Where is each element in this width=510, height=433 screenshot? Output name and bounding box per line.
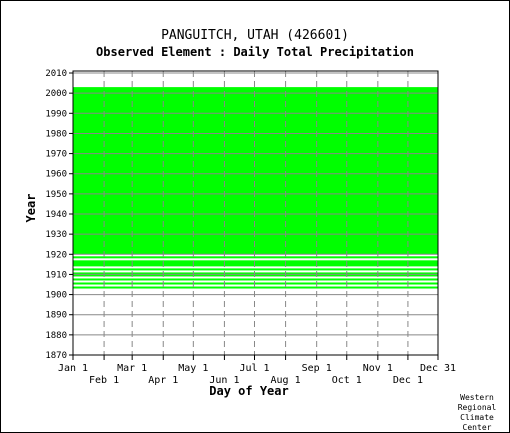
x-tick-label: Sep 1 [302,363,332,374]
data-band [73,278,438,281]
y-tick-label: 1870 [45,351,67,361]
y-tick-label: 1980 [45,129,67,139]
credit-line: Center [463,423,492,432]
y-tick-label: 1960 [45,170,67,180]
x-tick-label: Apr 1 [148,375,178,386]
y-tick-label: 1880 [45,331,67,341]
data-band [73,286,438,289]
x-tick-label: Dec 1 [393,375,423,386]
credit-line: Climate [460,413,494,422]
x-tick-label: Oct 1 [332,375,362,386]
x-tick-label: Jul 1 [239,363,269,374]
credit-line: Regional [458,403,497,412]
y-tick-label: 2010 [45,69,67,79]
y-tick-label: 1890 [45,311,67,321]
y-tick-label: 1990 [45,109,67,119]
data-band [73,87,438,255]
y-tick-label: 1900 [45,291,67,301]
y-tick-label: 2000 [45,89,67,99]
y-tick-label: 1940 [45,210,67,220]
plot-border [72,70,439,356]
y-tick-label: 1910 [45,270,67,280]
y-tick-label: 1970 [45,150,67,160]
x-tick-label: Feb 1 [89,375,119,386]
x-tick-label: Jun 1 [209,375,239,386]
chart-subtitle: Observed Element : Daily Total Precipita… [96,45,414,59]
credit-block: Western Regional Climate Center [458,393,497,432]
x-tick-label: May 1 [178,363,208,374]
x-tick-label: Jan 1 [58,363,88,374]
data-band [73,260,438,267]
x-tick-label: Dec 31 [420,363,456,374]
credit-line: Western [460,393,494,402]
plot-area: 1870 1880 1890 1900 1910 1920 1930 1940 1950 1960… [45,69,456,386]
x-tick-label: Aug 1 [271,375,301,386]
x-tick-label: Mar 1 [117,363,147,374]
x-axis-label: Day of Year [209,384,288,398]
y-tick-label: 1930 [45,230,67,240]
y-tick-label: 1920 [45,250,67,260]
y-axis-label: Year [24,194,38,223]
data-band [73,268,438,271]
y-tick-label: 1950 [45,190,67,200]
chart-title: PANGUITCH, UTAH (426601) [161,28,349,43]
x-tick-label: Nov 1 [363,363,393,374]
data-band [73,256,438,259]
data-band [73,282,438,285]
